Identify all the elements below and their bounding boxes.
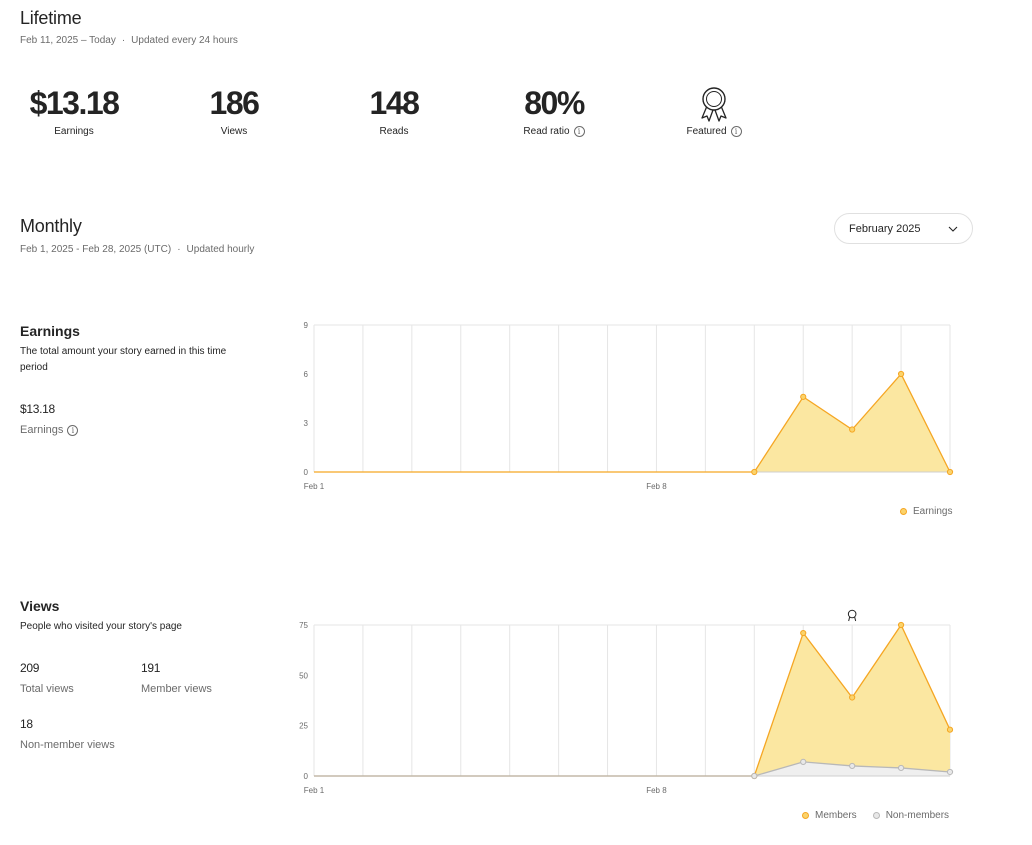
monthly-update-note: Updated hourly [186, 244, 255, 255]
member-views-value: 191 [141, 661, 161, 675]
featured-marker-ribbon [848, 616, 857, 622]
monthly-date-range: Feb 1, 2025 - Feb 28, 2025 (UTC) [20, 244, 172, 255]
legend-dot-earnings [900, 508, 907, 515]
monthly-subtitle: Feb 1, 2025 - Feb 28, 2025 (UTC) · Updated… [20, 244, 255, 255]
series-line-1 [314, 761, 951, 777]
stat-earnings-label: Earnings [54, 126, 94, 137]
views-legend: Members Non-members [802, 810, 949, 821]
data-point [751, 468, 758, 476]
views-description: People who visited your story's page [20, 621, 182, 632]
y-tick-label: 9 [304, 321, 309, 330]
data-point [800, 758, 807, 766]
series-area-0 [314, 374, 950, 472]
stat-featured-label: Featured [686, 126, 727, 137]
info-icon[interactable]: i [67, 424, 79, 436]
nonmember-views-value: 18 [20, 717, 33, 731]
data-point [946, 768, 954, 776]
x-tick-label: Feb 1 [304, 786, 325, 795]
y-tick-label: 25 [299, 722, 308, 731]
y-tick-label: 75 [299, 621, 308, 630]
legend-label-earnings: Earnings [913, 506, 953, 517]
stat-views: 186 Views [169, 84, 299, 137]
series-area-0 [314, 625, 950, 776]
total-views-value: 209 [20, 661, 40, 675]
stat-reads-label: Reads [379, 126, 409, 137]
stat-reads-value: 148 [369, 85, 420, 121]
x-tick-label: Feb 8 [646, 786, 667, 795]
legend-label-members: Members [815, 810, 857, 821]
x-tick-label: Feb 1 [304, 482, 325, 491]
award-ribbon-icon [649, 84, 779, 122]
earnings-description: The total amount your story earned in th… [20, 346, 227, 373]
stat-earnings: $13.18 Earnings [9, 84, 139, 137]
data-point [946, 726, 954, 733]
earnings-value-label-row: Earnings i [20, 424, 79, 436]
x-tick-label: Feb 8 [646, 482, 667, 491]
lifetime-title: Lifetime [20, 8, 82, 28]
data-point [946, 468, 954, 476]
stat-earnings-value: $13.18 [29, 85, 120, 121]
stat-featured: Featured i [649, 84, 779, 137]
earnings-value-label: Earnings [20, 424, 64, 436]
series-line-0 [314, 372, 951, 473]
y-tick-label: 6 [304, 370, 309, 379]
legend-item-nonmembers[interactable]: Non-members [872, 810, 950, 821]
y-tick-label: 50 [299, 671, 308, 680]
earnings-legend: Earnings [900, 506, 952, 517]
data-point [800, 629, 807, 637]
legend-label-nonmembers: Non-members [885, 810, 950, 821]
y-tick-label: 0 [304, 468, 309, 477]
member-views-label: Member views [141, 683, 212, 695]
month-select[interactable]: February 2025 [834, 213, 973, 244]
data-point [897, 621, 905, 629]
nonmember-views-label: Non-member views [20, 739, 115, 751]
info-icon[interactable]: i [573, 126, 585, 137]
chevron-down-icon [948, 226, 958, 232]
data-point [897, 764, 905, 772]
stat-read-ratio-label: Read ratio [523, 126, 570, 137]
lifetime-update-note: Updated every 24 hours [131, 35, 238, 46]
data-point [897, 370, 905, 378]
featured-marker-circle [847, 609, 857, 619]
stat-reads: 148 Reads [329, 84, 459, 137]
month-select-value: February 2025 [849, 222, 921, 235]
monthly-title: Monthly [20, 216, 82, 236]
data-point [751, 772, 758, 780]
data-point [849, 762, 856, 770]
info-icon[interactable]: i [730, 126, 742, 137]
data-point [849, 694, 856, 701]
data-point [849, 426, 856, 433]
views-chart: 0 25 50 75 Feb 1 Feb 8 [299, 609, 954, 795]
lifetime-subtitle: Feb 11, 2025 – Today · Updated every 24 ho… [20, 35, 238, 46]
earnings-title: Earnings [20, 323, 80, 339]
data-point [800, 393, 807, 400]
legend-item-earnings[interactable]: Earnings [900, 506, 952, 517]
earnings-value: $13.18 [20, 402, 55, 416]
y-tick-label: 0 [304, 772, 309, 781]
earnings-chart: 0 3 6 9 Feb 1 Feb 8 [304, 321, 954, 491]
legend-item-members[interactable]: Members [802, 810, 857, 821]
featured-marker-icon [847, 609, 857, 622]
stat-views-value: 186 [209, 85, 260, 121]
y-tick-label: 3 [304, 419, 309, 428]
lifetime-date-range: Feb 11, 2025 – Today [20, 35, 116, 46]
stat-views-label: Views [220, 126, 248, 137]
legend-dot-nonmembers [872, 812, 880, 819]
legend-dot-members [802, 812, 809, 819]
views-title: Views [20, 598, 60, 614]
stat-read-ratio: 80% Read ratio i [489, 84, 619, 137]
stat-read-ratio-value: 80% [524, 85, 585, 121]
total-views-label: Total views [20, 683, 74, 695]
